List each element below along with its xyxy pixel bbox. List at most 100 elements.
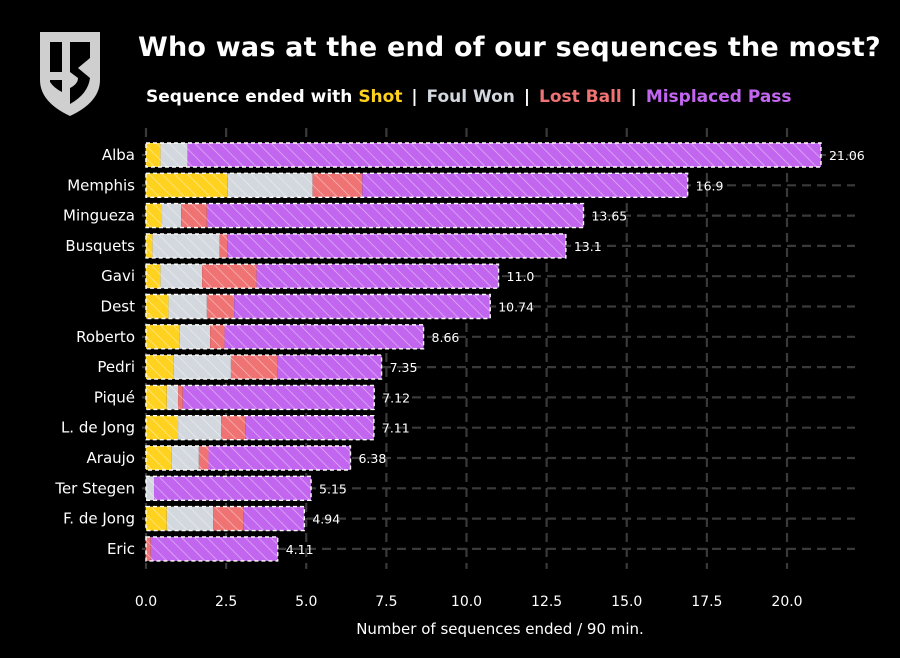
bar-segment-misplaced-pass-hatch: [256, 264, 499, 289]
bar-segment-misplaced-pass-hatch: [243, 506, 305, 531]
bar-segment-shot-hatch: [146, 203, 163, 228]
bar-outline: [145, 293, 491, 320]
x-tick-label: 17.5: [691, 594, 722, 610]
bar-segment-misplaced-pass-hatch: [187, 143, 821, 167]
bar-segment-misplaced-pass-hatch: [150, 536, 278, 561]
bar-segment-misplaced-pass-hatch: [277, 355, 382, 380]
bar-outline: [145, 505, 306, 532]
bar-segment-shot-hatch: [146, 385, 167, 410]
category-label: Roberto: [76, 328, 135, 346]
category-label: Pedri: [97, 358, 135, 376]
bar-total-label: 10.74: [498, 300, 534, 315]
bar-total-label: 21.06: [829, 148, 865, 163]
legend-shot: Shot: [358, 87, 403, 107]
bar-segment-shot-hatch: [146, 415, 179, 440]
bar-outline: [145, 142, 822, 168]
bar-segment-foul-won-hatch: [166, 506, 214, 531]
bar-segment-lost-ball-hatch: [202, 264, 257, 289]
x-tick-label: 2.5: [215, 594, 237, 610]
bar-segment-lost-ball-hatch: [213, 506, 244, 531]
x-axis-label: Number of sequences ended / 90 min.: [356, 620, 644, 638]
bar-segment-lost-ball-hatch: [230, 355, 278, 380]
bar-segment-shot-hatch: [146, 233, 153, 258]
bar-segment-shot-hatch: [146, 324, 180, 349]
category-label: Busquets: [65, 237, 135, 255]
bar-segment-misplaced-pass-hatch: [206, 203, 584, 228]
bar-segment-foul-won-hatch: [168, 294, 207, 319]
bar-total-label: 13.1: [574, 239, 602, 254]
bar-segment-lost-ball-hatch: [210, 324, 225, 349]
bar-segment-lost-ball-hatch: [206, 294, 235, 319]
category-label: Alba: [102, 146, 135, 164]
bar-segment-shot-hatch: [146, 264, 161, 289]
bar-segment-lost-ball-hatch: [181, 203, 207, 228]
bar-segment-shot-hatch: [146, 506, 167, 531]
legend-separator: |: [523, 87, 531, 107]
bar-total-label: 7.35: [390, 360, 418, 375]
bar-segment-foul-won-hatch: [146, 476, 155, 501]
bar-segment-foul-won-hatch: [173, 355, 231, 380]
bar-total-label: 5.15: [319, 481, 347, 496]
bar-segment-shot-hatch: [146, 355, 174, 380]
bar-outline: [145, 354, 383, 380]
bar-segment-foul-won-hatch: [179, 324, 211, 349]
bar-total-label: 11.0: [507, 269, 535, 284]
bar-segment-shot-hatch: [146, 143, 161, 167]
x-tick-label: 0.0: [135, 594, 157, 610]
bar-segment-foul-won-hatch: [227, 173, 313, 198]
bar-outline: [145, 172, 689, 199]
bar-total-label: 6.38: [358, 451, 386, 466]
chart-title: Who was at the end of our sequences the …: [138, 32, 881, 63]
category-label: Araujo: [87, 449, 135, 467]
x-tick-label: 12.5: [531, 594, 562, 610]
bar-segment-shot-hatch: [146, 446, 172, 470]
x-tick-label: 20.0: [771, 594, 802, 610]
bar-total-label: 8.66: [432, 330, 460, 345]
bar-segment-misplaced-pass-hatch: [154, 476, 312, 501]
bar-segment-lost-ball-hatch: [221, 415, 246, 440]
bar-segment-shot-hatch: [146, 173, 228, 198]
category-label: Gavi: [101, 267, 135, 285]
bar-total-label: 16.9: [696, 178, 724, 193]
bar-segment-misplaced-pass-hatch: [362, 173, 688, 198]
bar-total-label: 4.11: [286, 542, 314, 557]
chart-subtitle-legend: Sequence ended with Shot | Foul Won | Lo…: [146, 87, 792, 107]
category-label: Eric: [107, 540, 135, 558]
bar-segment-misplaced-pass-hatch: [182, 385, 375, 410]
category-label: Mingueza: [63, 207, 135, 225]
category-label: L. de Jong: [61, 419, 135, 437]
legend-separator: |: [411, 87, 418, 107]
bar-outline: [145, 202, 585, 229]
labels-layer: Alba 21.06 Memphis 16.9 Mingueza 13.65 Busquet…: [54, 146, 864, 558]
bar-outline: [145, 415, 375, 441]
bar-outline: [145, 536, 279, 562]
bar-total-label: 7.11: [382, 421, 410, 436]
axis-layer: Number of sequences ended / 90 min. 0.0 2…: [135, 594, 803, 638]
club-shield-logo: [40, 32, 100, 116]
x-tick-label: 15.0: [611, 594, 642, 610]
legend-separator: |: [630, 87, 637, 107]
category-label: Memphis: [67, 176, 135, 194]
bar-segment-lost-ball-hatch: [146, 536, 151, 561]
bar-segment-lost-ball-hatch: [312, 173, 363, 198]
bar-segment-lost-ball-hatch: [198, 446, 209, 470]
bar-segment-lost-ball-hatch: [178, 385, 183, 410]
bar-segment-misplaced-pass-hatch: [208, 446, 351, 470]
legend-misplaced-pass: Misplaced Pass: [645, 87, 792, 107]
bar-segment-misplaced-pass-hatch: [245, 415, 374, 440]
bars-layer: [145, 142, 822, 562]
legend-lost-ball: Lost Ball: [538, 87, 622, 107]
category-label: Piqué: [94, 388, 135, 406]
legend-foul-won: Foul Won: [426, 87, 515, 107]
bar-total-label: 7.12: [382, 390, 410, 405]
bar-outline: [145, 445, 352, 471]
x-tick-label: 5.0: [295, 594, 317, 610]
x-tick-label: 10.0: [451, 594, 482, 610]
bar-segment-foul-won-hatch: [178, 415, 222, 440]
category-label: Ter Stegen: [54, 479, 135, 497]
bar-segment-shot-hatch: [146, 294, 169, 319]
bar-segment-misplaced-pass-hatch: [227, 233, 566, 258]
bar-segment-foul-won-hatch: [162, 203, 182, 228]
bar-segment-misplaced-pass-hatch: [234, 294, 491, 319]
